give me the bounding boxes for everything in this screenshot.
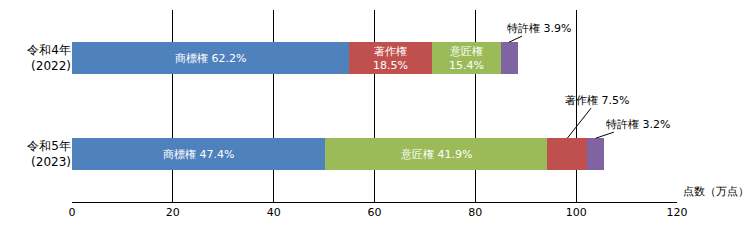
svg-text:特許権 3.2%: 特許権 3.2%: [606, 118, 670, 131]
svg-text:令和5年(2023): 令和5年(2023): [27, 139, 71, 169]
svg-text:著作権18.5%: 著作権18.5%: [373, 45, 408, 72]
svg-text:意匠権 41.9%: 意匠権 41.9%: [400, 148, 472, 161]
svg-text:80: 80: [468, 206, 482, 219]
svg-text:意匠権15.4%: 意匠権15.4%: [449, 45, 484, 72]
svg-text:点数（万点）: 点数（万点）: [683, 185, 745, 198]
svg-text:商標権 47.4%: 商標権 47.4%: [163, 148, 234, 161]
svg-text:40: 40: [267, 206, 281, 219]
svg-text:100: 100: [566, 206, 587, 219]
svg-text:120: 120: [667, 206, 688, 219]
svg-text:令和4年(2022): 令和4年(2022): [27, 43, 71, 73]
svg-text:特許権 3.9%: 特許権 3.9%: [507, 22, 571, 35]
svg-text:著作権 7.5%: 著作権 7.5%: [565, 94, 629, 107]
svg-text:0: 0: [69, 206, 76, 219]
svg-text:商標権 62.2%: 商標権 62.2%: [175, 52, 246, 65]
svg-text:60: 60: [368, 206, 382, 219]
svg-text:20: 20: [166, 206, 180, 219]
